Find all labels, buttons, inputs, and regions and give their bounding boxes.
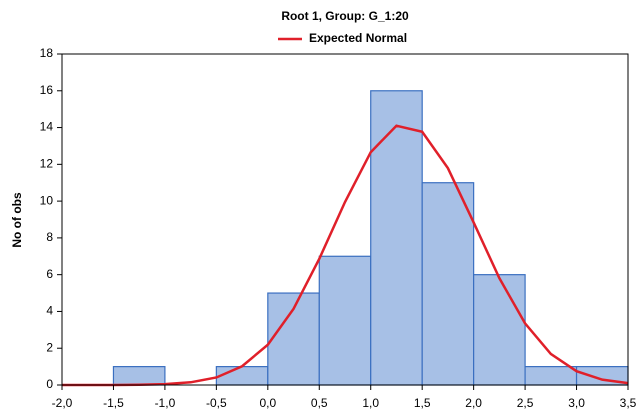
bar bbox=[215, 366, 269, 386]
plot-frame bbox=[61, 53, 629, 386]
y-tick-label: 2 bbox=[46, 340, 53, 354]
legend-label: Expected Normal bbox=[309, 31, 407, 45]
x-tick-label: 2,0 bbox=[465, 396, 482, 410]
y-tick-label: 16 bbox=[40, 83, 54, 97]
bar bbox=[524, 366, 578, 386]
y-tick-label: 0 bbox=[46, 377, 53, 391]
y-tick-label: 4 bbox=[46, 304, 53, 318]
x-tick-label: -1,5 bbox=[103, 396, 124, 410]
x-tick-label: -0,5 bbox=[206, 396, 227, 410]
bar bbox=[421, 182, 475, 386]
bar bbox=[318, 255, 372, 386]
y-tick-label: 10 bbox=[40, 193, 54, 207]
y-tick-label: 18 bbox=[40, 46, 54, 60]
x-tick-label: 0,5 bbox=[311, 396, 328, 410]
y-tick-label: 6 bbox=[46, 267, 53, 281]
x-tick-label: 3,0 bbox=[568, 396, 585, 410]
x-tick-label: 1,0 bbox=[362, 396, 379, 410]
x-tick-label: -2,0 bbox=[52, 396, 73, 410]
x-tick-label: 3,5 bbox=[620, 396, 637, 410]
x-tick-label: -1,0 bbox=[155, 396, 176, 410]
y-tick-label: 14 bbox=[40, 120, 54, 134]
bar bbox=[473, 274, 526, 386]
normal-curve bbox=[62, 124, 629, 387]
chart-title: Root 1, Group: G_1:20 bbox=[281, 9, 409, 23]
bar bbox=[112, 366, 166, 386]
x-tick-label: 0,0 bbox=[259, 396, 276, 410]
bar bbox=[370, 90, 423, 386]
y-tick-label: 12 bbox=[40, 157, 54, 171]
y-tick-label: 8 bbox=[46, 230, 53, 244]
x-tick-label: 1,5 bbox=[414, 396, 431, 410]
x-tick-label: 2,5 bbox=[517, 396, 534, 410]
y-axis-label: No of obs bbox=[10, 192, 24, 248]
